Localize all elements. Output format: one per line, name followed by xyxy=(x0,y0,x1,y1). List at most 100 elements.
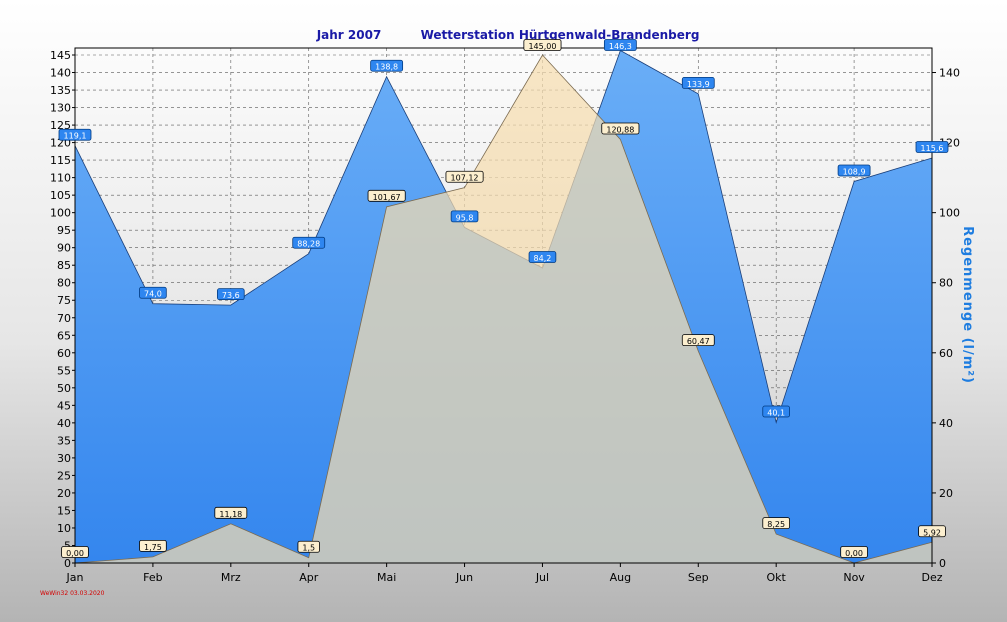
y-left-tick-label: 130 xyxy=(50,102,71,115)
y-left-tick-label: 35 xyxy=(57,434,71,447)
data-label-box xyxy=(601,122,640,135)
x-tick-label: Jun xyxy=(455,571,473,584)
y-left-tick-label: 100 xyxy=(50,207,71,220)
data-label-box xyxy=(61,546,89,558)
x-tick-label: Feb xyxy=(143,571,162,584)
data-label-box xyxy=(370,59,404,72)
data-label-box xyxy=(523,39,562,51)
x-tick-label: Aug xyxy=(610,571,631,584)
y-left-tick-label: 55 xyxy=(57,364,71,377)
y-right-tick-label: 60 xyxy=(939,347,953,360)
y-left-tick-label: 125 xyxy=(50,119,71,132)
data-label-box xyxy=(297,540,320,553)
y-left-tick-label: 50 xyxy=(57,382,71,395)
y-left-tick-label: 95 xyxy=(57,224,71,237)
data-label-box xyxy=(528,251,557,263)
data-label: 40,1 xyxy=(767,409,785,418)
y-right-tick-label: 0 xyxy=(939,557,946,570)
chart-title-station: Wetterstation Hürtgenwald-Brandenberg xyxy=(421,28,700,42)
data-label: 8,25 xyxy=(767,520,785,529)
data-label: 107,12 xyxy=(451,174,479,183)
y-left-tick-label: 5 xyxy=(64,539,71,552)
data-label: 60,47 xyxy=(687,337,710,346)
data-label-box xyxy=(681,76,715,89)
y-right-tick-label: 40 xyxy=(939,417,953,430)
data-label: 73,6 xyxy=(222,291,240,300)
x-tick-label: Okt xyxy=(767,571,787,584)
data-label: 108,9 xyxy=(843,167,866,176)
y-left-tick-label: 115 xyxy=(50,154,71,167)
x-axis: Jan Feb Mrz Apr Mai Jun Jul Aug Sep Okt Nov Dez xyxy=(66,563,943,584)
data-label-box xyxy=(837,164,871,177)
x-tick-label: Jul xyxy=(535,571,549,584)
data-label: 0,00 xyxy=(66,549,84,558)
y-left-tick-label: 90 xyxy=(57,242,71,255)
data-label: 1,5 xyxy=(302,544,315,553)
data-label-box xyxy=(58,128,92,141)
footer-credit: WeWin32 03.03.2020 xyxy=(40,590,105,597)
data-label: 119,1 xyxy=(64,132,87,141)
data-label: 95,8 xyxy=(456,213,474,222)
y-right-tick-label: 100 xyxy=(939,207,960,220)
y-left-tick-label: 80 xyxy=(57,277,71,290)
y-left-tick-label: 105 xyxy=(50,189,71,202)
x-tick-label: Dez xyxy=(921,571,942,584)
data-label: 84,2 xyxy=(534,254,552,263)
y-left-tick-label: 45 xyxy=(57,399,71,412)
y-left-tick-label: 65 xyxy=(57,329,71,342)
x-tick-label: Mrz xyxy=(221,571,241,584)
data-label-box xyxy=(450,210,479,223)
data-label-box xyxy=(292,236,326,249)
y-left-tick-label: 75 xyxy=(57,294,71,307)
chart-title-year: Jahr 2007 xyxy=(316,28,382,42)
y-left-tick-label: 0 xyxy=(64,557,71,570)
data-label-box xyxy=(762,405,790,418)
y-left-tick-label: 20 xyxy=(57,487,71,500)
y-left-tick-label: 40 xyxy=(57,417,71,430)
data-label-box xyxy=(915,141,949,153)
y-axis-right-label: Regenmenge (l/m²) xyxy=(960,226,975,384)
y-right-tick-label: 140 xyxy=(939,67,960,80)
data-label: 74,0 xyxy=(144,290,162,299)
data-label-box xyxy=(840,546,868,558)
y-left-tick-label: 60 xyxy=(57,347,71,360)
data-label: 88,28 xyxy=(297,240,320,249)
left-axis: 0 5 10 15 20 25 30 35 40 45 50 55 60 65 70 75 80 85 90 95 10… xyxy=(50,49,75,570)
y-left-tick-label: 70 xyxy=(57,312,71,325)
y-left-tick-label: 145 xyxy=(50,49,71,62)
data-label-box xyxy=(603,39,637,51)
y-right-tick-label: 80 xyxy=(939,277,953,290)
x-tick-label: Sep xyxy=(688,571,709,584)
data-label-box xyxy=(139,286,167,299)
data-label: 0,00 xyxy=(845,549,863,558)
data-label-box xyxy=(681,334,715,347)
plot-frame xyxy=(74,47,933,564)
y-left-tick-label: 140 xyxy=(50,67,71,80)
data-label-box xyxy=(918,525,946,538)
data-label: 101,67 xyxy=(373,193,401,202)
y-right-tick-label: 20 xyxy=(939,487,953,500)
data-label: 120,88 xyxy=(606,126,634,135)
data-label: 145,00 xyxy=(528,42,556,51)
data-label-box xyxy=(367,189,406,202)
data-labels: 0,00 1,75 11,18 1,5 101,67 107,12 145,00 120,88… xyxy=(58,39,949,558)
data-label: 146,3 xyxy=(609,42,632,51)
data-label-box xyxy=(762,517,790,529)
data-label: 5,92 xyxy=(923,528,941,537)
data-label-box xyxy=(445,170,484,183)
x-tick-label: Jan xyxy=(66,571,84,584)
y-left-tick-label: 135 xyxy=(50,84,71,97)
data-label-box xyxy=(139,539,167,552)
x-tick-label: Nov xyxy=(843,571,865,584)
y-left-tick-label: 15 xyxy=(57,504,71,517)
x-tick-label: Mai xyxy=(377,571,396,584)
data-label: 138,8 xyxy=(375,63,398,72)
series-area-0 xyxy=(74,54,933,564)
x-tick-label: Apr xyxy=(299,571,319,584)
y-left-tick-label: 25 xyxy=(57,469,71,482)
y-left-tick-label: 85 xyxy=(57,259,71,272)
data-label-box xyxy=(217,288,245,301)
series-areas xyxy=(74,49,933,564)
